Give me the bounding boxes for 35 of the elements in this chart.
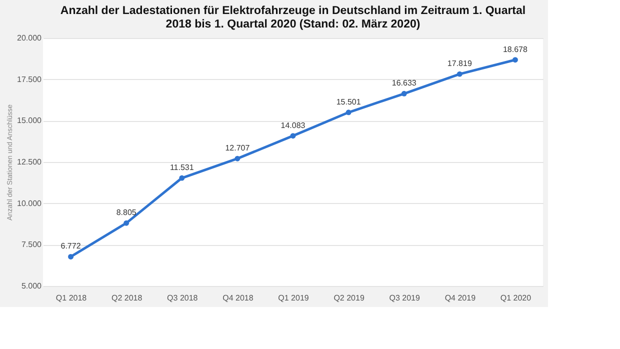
y-tick-label: 7.500 — [21, 240, 42, 250]
x-tick-label: Q1 2018 — [56, 294, 88, 302]
point — [290, 133, 296, 139]
y-tick-label: 15.000 — [17, 116, 42, 126]
data-label: 14.083 — [280, 120, 306, 130]
point — [346, 110, 352, 116]
data-label: 12.707 — [225, 144, 250, 153]
x-tick-label: Q2 2019 — [334, 294, 365, 302]
x-tick-label: Q3 2018 — [167, 294, 198, 302]
x-tick-label: Q1 2019 — [278, 294, 310, 302]
point — [124, 220, 130, 226]
point — [234, 156, 240, 162]
data-label: 8.805 — [116, 208, 137, 218]
y-tick-label: 12.500 — [17, 158, 42, 166]
data-label: 16.633 — [392, 78, 417, 88]
chart-title: Anzahl der Ladestationen für Elektrofahrzeuge in Deutschland im Zeitraum 1. Quartal 2018 bis 1. Quartal 2020 (Stand: 02. März 2020) — [60, 5, 526, 30]
data-label: 15.501 — [336, 97, 362, 106]
data-label: 17.819 — [447, 59, 472, 68]
data-label: 6.772 — [60, 242, 82, 251]
x-tick-label: Q4 2019 — [444, 294, 476, 302]
y-tick-label: 17.500 — [17, 74, 42, 84]
point — [401, 90, 407, 96]
point — [68, 254, 74, 260]
point — [179, 175, 185, 181]
y-tick-label: 20.000 — [17, 34, 42, 42]
point — [456, 71, 462, 77]
y-tick-label: 10.000 — [17, 198, 42, 208]
x-tick-label: Q4 2018 — [222, 294, 254, 302]
data-label: 18.678 — [502, 44, 528, 54]
data-label: 11.531 — [170, 163, 194, 172]
point — [512, 57, 518, 63]
y-tick-label: 5.000 — [21, 282, 42, 290]
x-tick-label: Q3 2019 — [389, 294, 420, 302]
x-tick-label: Q1 2020 — [500, 294, 532, 302]
x-tick-label: Q2 2018 — [111, 294, 143, 302]
